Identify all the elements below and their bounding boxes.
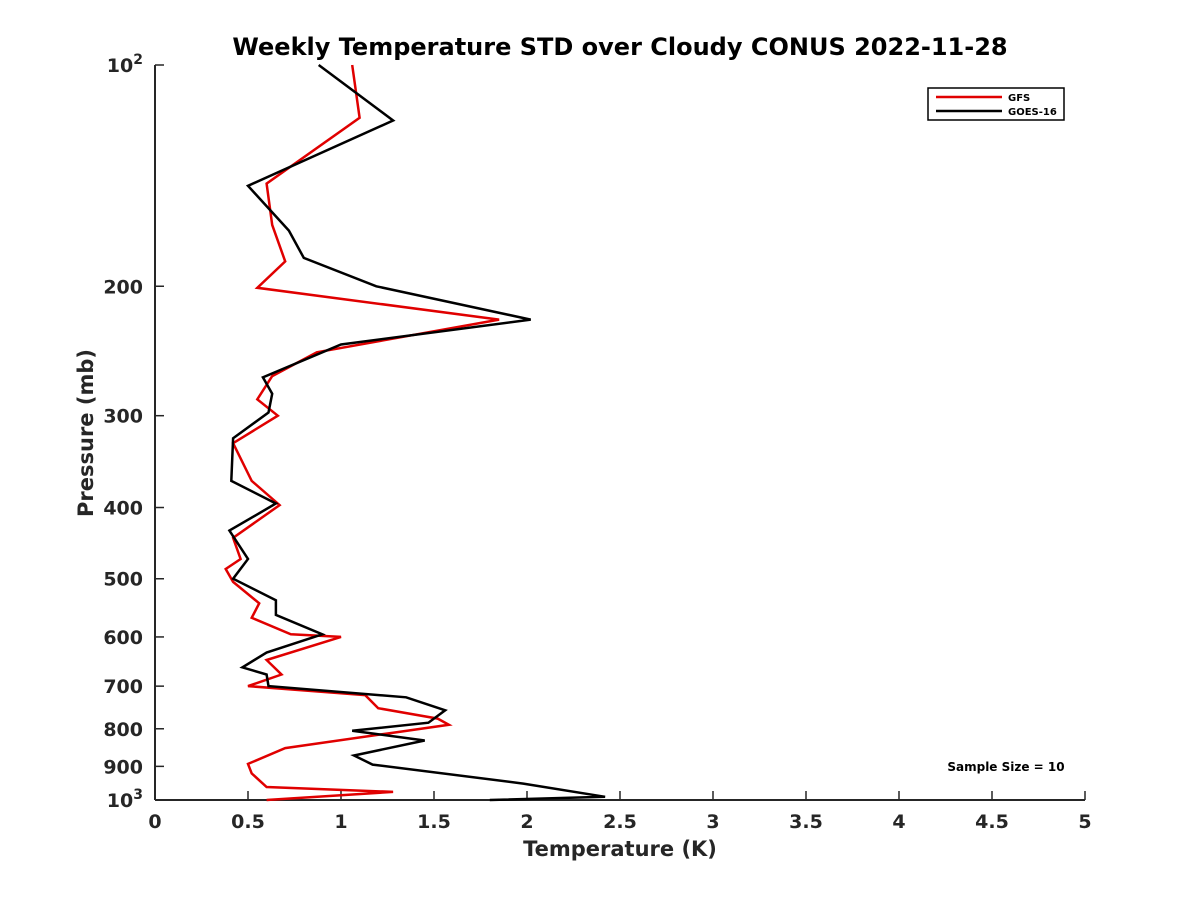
y-tick-label: 400 <box>103 498 143 520</box>
y-tick-label: 300 <box>103 406 143 428</box>
legend-label-gfs: GFS <box>1008 93 1030 104</box>
y-tick-label: 700 <box>103 676 143 698</box>
series-layer <box>224 63 606 802</box>
legend-label-goes-16: GOES-16 <box>1008 107 1057 118</box>
legend-box <box>927 87 1065 121</box>
y-axis-label: Pressure (mb) <box>74 349 98 517</box>
x-tick-label: 1 <box>334 811 347 833</box>
y-axis-ticks: 102 200 300 400 500 600 700 800 900 103 <box>103 52 164 812</box>
x-tick-label: 4.5 <box>975 811 1009 833</box>
series-line-gfs <box>224 64 500 802</box>
sample-size-annotation: Sample Size = 10 <box>947 760 1064 774</box>
x-tick-label: 2.5 <box>603 811 637 833</box>
x-tick-label: 0 <box>148 811 161 833</box>
x-tick-label: 0.5 <box>231 811 265 833</box>
x-tick-label: 1.5 <box>417 811 451 833</box>
x-tick-label: 4 <box>892 811 905 833</box>
x-tick-label: 3.5 <box>789 811 823 833</box>
y-tick-label: 103 <box>107 787 143 812</box>
plot-area: 0 0.5 1 1.5 2 2.5 3 3.5 4 4.5 5 102 200 300 400 500 600… <box>103 52 1091 833</box>
x-tick-label: 5 <box>1078 811 1091 833</box>
chart-title: Weekly Temperature STD over Cloudy CONUS… <box>232 33 1007 61</box>
legend: GFS GOES-16 <box>927 87 1065 121</box>
series-line-goes-16 <box>227 63 606 802</box>
y-tick-label: 800 <box>103 719 143 741</box>
y-tick-label: 600 <box>103 627 143 649</box>
y-tick-label: 500 <box>103 569 143 591</box>
x-tick-label: 3 <box>706 811 719 833</box>
x-tick-label: 2 <box>520 811 533 833</box>
x-axis-ticks: 0 0.5 1 1.5 2 2.5 3 3.5 4 4.5 5 <box>148 791 1092 833</box>
x-axis-label: Temperature (K) <box>523 837 717 861</box>
y-tick-label: 200 <box>103 276 143 298</box>
y-tick-label: 102 <box>107 52 143 77</box>
y-tick-label: 900 <box>103 756 143 778</box>
